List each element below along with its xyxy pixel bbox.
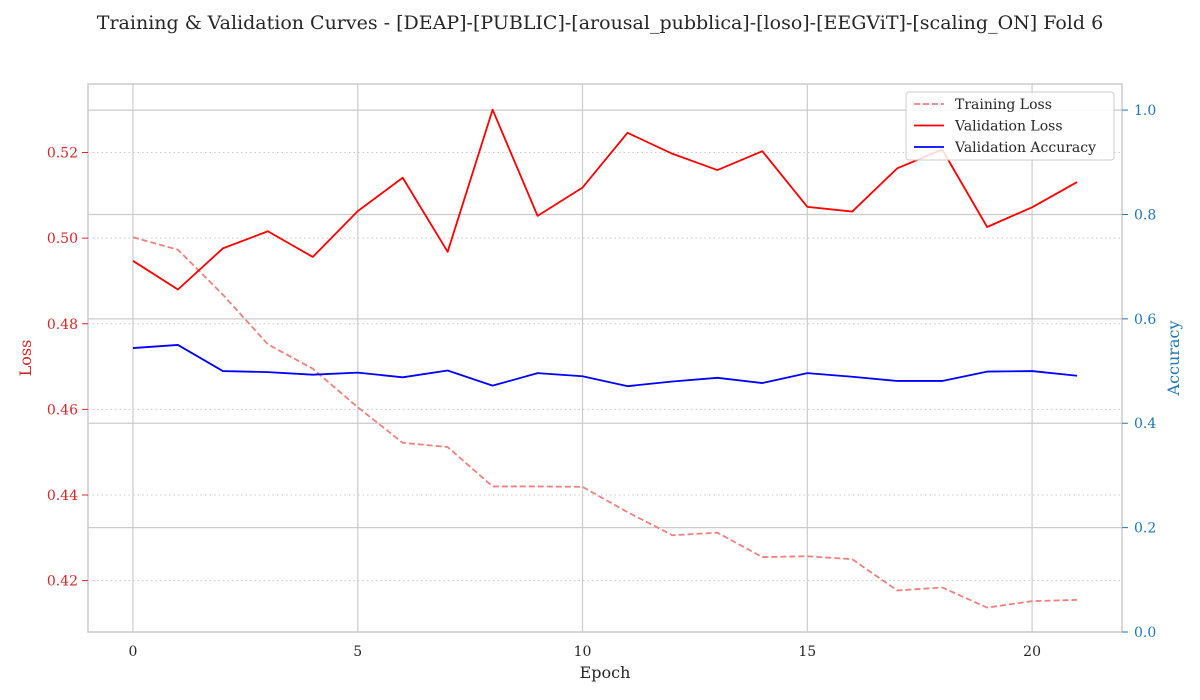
x-tick-label: 0: [128, 644, 137, 660]
y-ticks-left: 0.42 0.44 0.46 0.48 0.50 0.52: [47, 146, 88, 590]
series-line-training-loss: [132, 236, 1078, 609]
grid-x: [132, 84, 1033, 632]
y-axis-label-right: Accuracy: [1164, 321, 1183, 397]
y-tick-label-left: 0.50: [47, 231, 78, 247]
y-tick-label-left: 0.44: [47, 488, 78, 504]
y-ticks-right: 0.0 0.2 0.4 0.6 0.8 1.0: [1122, 103, 1156, 641]
x-tick-label: 15: [798, 644, 816, 660]
grid-left: [88, 152, 1122, 582]
y-tick-label-left: 0.42: [47, 574, 78, 590]
y-tick-label-right: 0.0: [1134, 625, 1156, 641]
y-tick-label-right: 0.6: [1134, 312, 1156, 328]
y-tick-label-left: 0.46: [47, 402, 78, 418]
plot-area: [88, 84, 1122, 632]
y-tick-label-left: 0.52: [47, 146, 78, 162]
x-axis-label: Epoch: [580, 663, 631, 682]
y-tick-label-left: 0.48: [47, 317, 78, 333]
legend-box: [905, 91, 1115, 161]
y-tick-label-right: 0.2: [1134, 521, 1156, 537]
x-tick-label: 20: [1023, 644, 1041, 660]
x-tick-label: 5: [353, 644, 362, 660]
series-line-validation-accuracy: [132, 344, 1078, 388]
x-ticks: 0 5 10 15 20: [128, 644, 1041, 660]
legend: Training Loss Validation Loss Validation A…: [905, 91, 1115, 161]
y-tick-label-right: 0.4: [1134, 416, 1156, 432]
legend-label: Validation Accuracy: [954, 140, 1096, 156]
chart-title: Training & Validation Curves - [DEAP]-[P…: [97, 12, 1103, 34]
legend-label: Training Loss: [955, 97, 1052, 113]
x-tick-label: 10: [574, 644, 592, 660]
plot-frame: [87, 83, 1123, 633]
legend-label: Validation Loss: [954, 119, 1063, 135]
y-tick-label-right: 1.0: [1134, 103, 1156, 119]
y-axis-label-left: Loss: [16, 340, 35, 377]
y-tick-label-right: 0.8: [1134, 207, 1156, 223]
